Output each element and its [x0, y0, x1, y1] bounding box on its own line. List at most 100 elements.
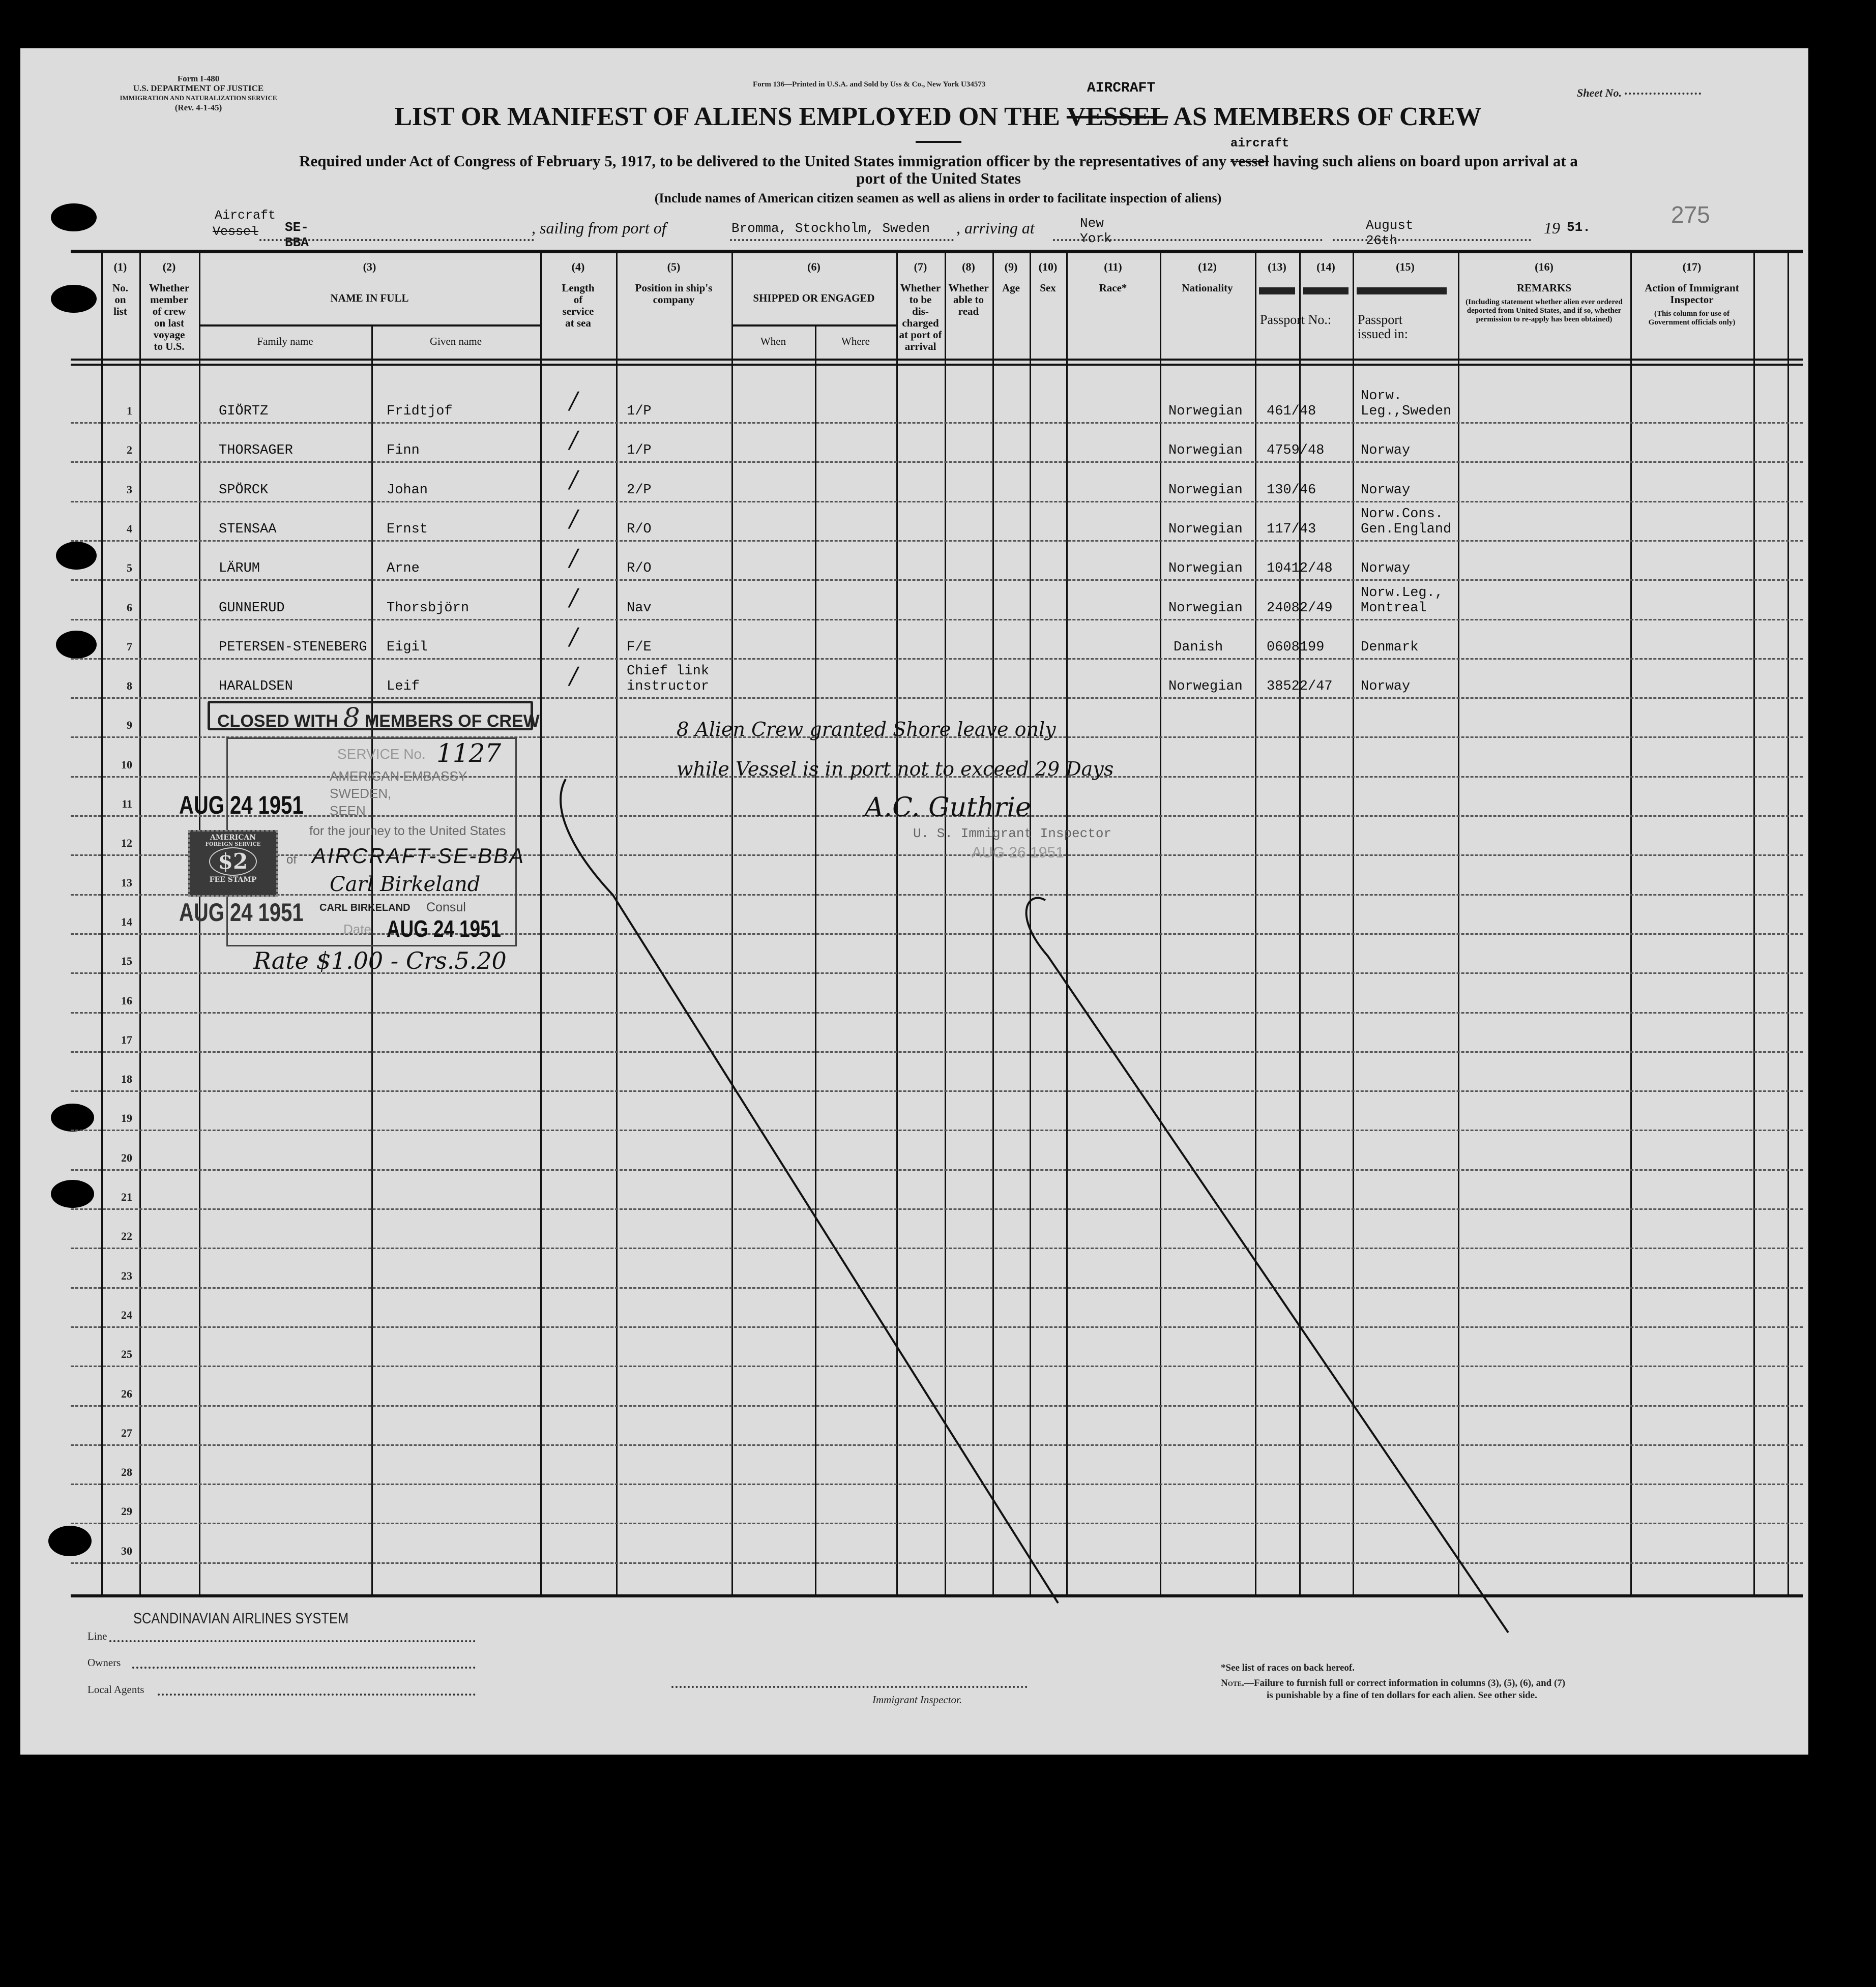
- embassy-country: SWEDEN,: [330, 786, 392, 801]
- manifest-page: [20, 48, 1808, 1755]
- passport-issued-in: Denmark: [1361, 639, 1419, 655]
- row-number: 21: [121, 1191, 132, 1203]
- closed-suffix: MEMBERS OF CREW: [364, 711, 540, 731]
- subtitle-line1: Required under Act of Congress of Februa…: [61, 137, 1816, 170]
- column-number: (13): [1268, 260, 1286, 273]
- row-divider: [71, 1012, 1803, 1014]
- nationality: Norwegian: [1168, 679, 1243, 695]
- family-name: SPÖRCK: [219, 482, 269, 498]
- nationality: Norwegian: [1168, 443, 1243, 459]
- row-number: 25: [121, 1348, 132, 1361]
- column-header: Whether able to read: [948, 282, 989, 317]
- consular-date: AUG 24 1951: [387, 915, 502, 942]
- year-prefix: 19: [1544, 219, 1560, 237]
- inspector-title: U. S. Immigrant Inspector: [913, 826, 1112, 841]
- service-check-mark: /: [570, 504, 578, 532]
- row-divider: [71, 1366, 1803, 1368]
- craft-dots: [259, 239, 534, 241]
- row-divider: [71, 933, 1803, 935]
- service-check-mark: /: [570, 544, 578, 572]
- row-divider: [71, 579, 1803, 581]
- sheet-label: Sheet No.: [1577, 86, 1622, 99]
- position: R/O: [627, 521, 652, 537]
- consul-signature: Carl Birkeland: [330, 873, 481, 896]
- destination: New York: [1080, 216, 1112, 246]
- nationality: Norwegian: [1168, 600, 1243, 616]
- inspector-signature-field: [671, 1686, 1028, 1688]
- agents-field: [158, 1694, 476, 1696]
- column-header: Action of Immigrant Inspector: [1645, 282, 1739, 306]
- closed-count: 8: [343, 703, 360, 733]
- agents-label: Local Agents: [87, 1683, 144, 1696]
- column-divider: [1066, 250, 1068, 1594]
- service-number: 1127: [436, 738, 502, 768]
- row-number: 9: [127, 719, 132, 732]
- title-part1: LIST OR MANIFEST OF ALIENS EMPLOYED ON T…: [394, 102, 1060, 131]
- sailing-label: , sailing from port of: [532, 219, 666, 237]
- passport-issued-in: Norw.Cons. Gen.England: [1361, 506, 1452, 537]
- column-number: (17): [1682, 260, 1702, 273]
- page-title: LIST OR MANIFEST OF ALIENS EMPLOYED ON T…: [0, 80, 1876, 132]
- consul-title: Consul: [426, 900, 466, 914]
- column-number: (6): [807, 260, 820, 273]
- column-divider: [896, 250, 898, 1594]
- service-check-mark: /: [570, 622, 578, 650]
- column-number: (2): [162, 260, 176, 273]
- column-subheader: Given name: [429, 335, 482, 347]
- row-divider: [71, 697, 1803, 699]
- row-divider: [71, 1562, 1803, 1564]
- note-text1: —Failure to furnish full or correct info…: [1244, 1678, 1566, 1688]
- row-number: 7: [127, 640, 132, 653]
- cancel-stroke: [560, 779, 1059, 1604]
- subtitle-struck: vessel: [1230, 152, 1269, 170]
- consul-name: CARL BIRKELAND: [319, 902, 411, 913]
- column-header: NAME IN FULL: [330, 292, 409, 304]
- punch-hole: [56, 542, 97, 570]
- inspector-signature: A.C. Guthrie: [865, 792, 1031, 823]
- inspector-date: AUG 26 1951: [972, 844, 1064, 861]
- position: 1/P: [627, 404, 652, 419]
- given-name: Fridtjof: [387, 404, 453, 419]
- column-divider: [1353, 250, 1354, 1594]
- header-bottom-border: [71, 359, 1803, 361]
- title-rule: [916, 141, 961, 143]
- line-label: Line: [87, 1630, 107, 1642]
- column-divider: [1255, 250, 1256, 1594]
- row-number: 18: [121, 1073, 132, 1086]
- given-name: Ernst: [387, 521, 428, 537]
- subtitle: Required under Act of Congress of Februa…: [61, 137, 1816, 187]
- passport-number: 4759/48: [1267, 443, 1325, 459]
- service-check-mark: /: [570, 583, 578, 611]
- position: Chief link instructor: [627, 664, 710, 695]
- column-number: (10): [1038, 260, 1058, 273]
- position: F/E: [627, 639, 652, 655]
- row-divider: [71, 1090, 1803, 1092]
- row-number: 24: [121, 1308, 132, 1321]
- nationality: Norwegian: [1168, 561, 1243, 577]
- column-divider: [199, 250, 200, 1594]
- port-dots: [730, 239, 954, 241]
- subtitle-insert: aircraft: [1230, 137, 1289, 151]
- row-divider: [71, 894, 1803, 896]
- column-divider: [1630, 250, 1632, 1594]
- row-divider: [71, 500, 1803, 502]
- printer-note: Form 136—Printed in U.S.A. and Sold by U…: [753, 80, 986, 88]
- column-number: (8): [962, 260, 975, 273]
- exchange-rate: Rate $1.00 - Crs.5.20: [253, 947, 507, 974]
- destination-dots: [1053, 239, 1323, 241]
- passport-number: 117/43: [1267, 521, 1316, 537]
- column-number: (3): [363, 260, 376, 273]
- year-suffix: 51.: [1567, 220, 1591, 235]
- date-stamp: AUG 24 1951: [179, 898, 304, 927]
- column-header: SHIPPED OR ENGAGED: [753, 292, 875, 304]
- embassy: AMERICAN EMBASSY: [330, 768, 467, 784]
- column-divider: [731, 250, 733, 1594]
- service-check-mark: /: [570, 426, 578, 454]
- row-number: 16: [121, 994, 132, 1007]
- cancel-stroke: [1025, 897, 1509, 1634]
- row-number: 10: [121, 758, 132, 771]
- row-number: 27: [121, 1426, 132, 1439]
- subtitle-part2: having such aliens on board upon arrival…: [1273, 152, 1578, 170]
- column-header: Sex: [1040, 282, 1056, 294]
- row-divider: [71, 1444, 1803, 1446]
